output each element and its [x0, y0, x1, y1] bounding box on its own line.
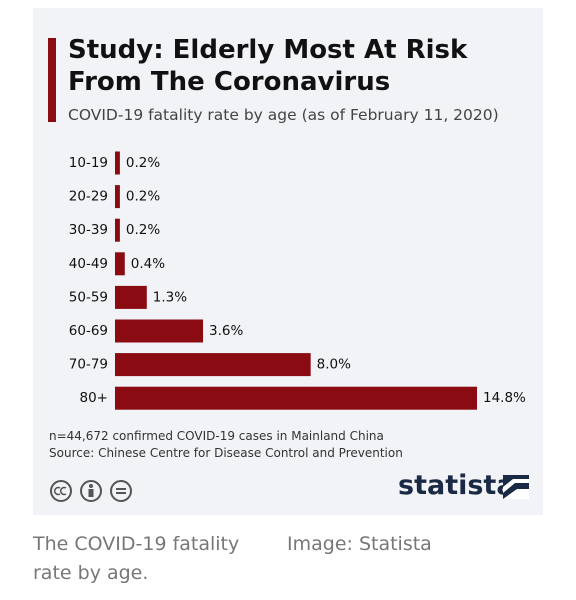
data-label: 0.2% — [126, 189, 160, 205]
data-label: 3.6% — [209, 323, 243, 339]
chart-subtitle: COVID-19 fatality rate by age (as of Feb… — [68, 106, 499, 124]
credit: Image: Statista — [287, 533, 432, 555]
bar — [115, 185, 120, 209]
bar — [115, 353, 311, 377]
y-tick-label: 50-59 — [69, 289, 108, 305]
caption: The COVID-19 fatality rate by age. — [33, 533, 240, 584]
data-label: 1.3% — [153, 289, 187, 305]
chart-title: Study: Elderly Most At Risk From The Cor… — [68, 35, 468, 97]
infographic-card: Study: Elderly Most At Risk From The Cor… — [33, 8, 543, 515]
data-label: 8.0% — [317, 357, 351, 373]
y-tick-label: 20-29 — [69, 189, 108, 205]
y-tick-label: 80+ — [80, 390, 109, 406]
license-icons — [50, 480, 132, 502]
y-tick-label: 60-69 — [69, 323, 108, 339]
data-label: 0.2% — [126, 155, 160, 171]
data-label: 14.8% — [483, 390, 526, 406]
brand-mark — [503, 475, 529, 499]
y-tick-label: 10-19 — [69, 155, 108, 171]
y-tick-label: 70-79 — [69, 357, 108, 373]
data-label: 0.4% — [131, 256, 165, 272]
title-accent — [48, 38, 56, 122]
note: n=44,672 confirmed COVID-19 cases in Mai… — [49, 429, 384, 443]
bar — [115, 386, 477, 410]
y-tick-label: 40-49 — [69, 256, 108, 272]
bar — [115, 285, 147, 309]
bar — [115, 319, 204, 343]
y-tick-label: 30-39 — [69, 222, 108, 238]
data-label: 0.2% — [126, 222, 160, 238]
brand-logo: statista — [398, 470, 515, 501]
source-note: Source: Chinese Centre for Disease Contr… — [49, 446, 403, 460]
bar — [115, 151, 120, 175]
bar — [115, 252, 125, 276]
chart: 10-19 0.2% 20-29 0.2% 30-39 0.2% 40-49 0.4% 50-5… — [69, 151, 526, 410]
bar — [115, 218, 120, 242]
